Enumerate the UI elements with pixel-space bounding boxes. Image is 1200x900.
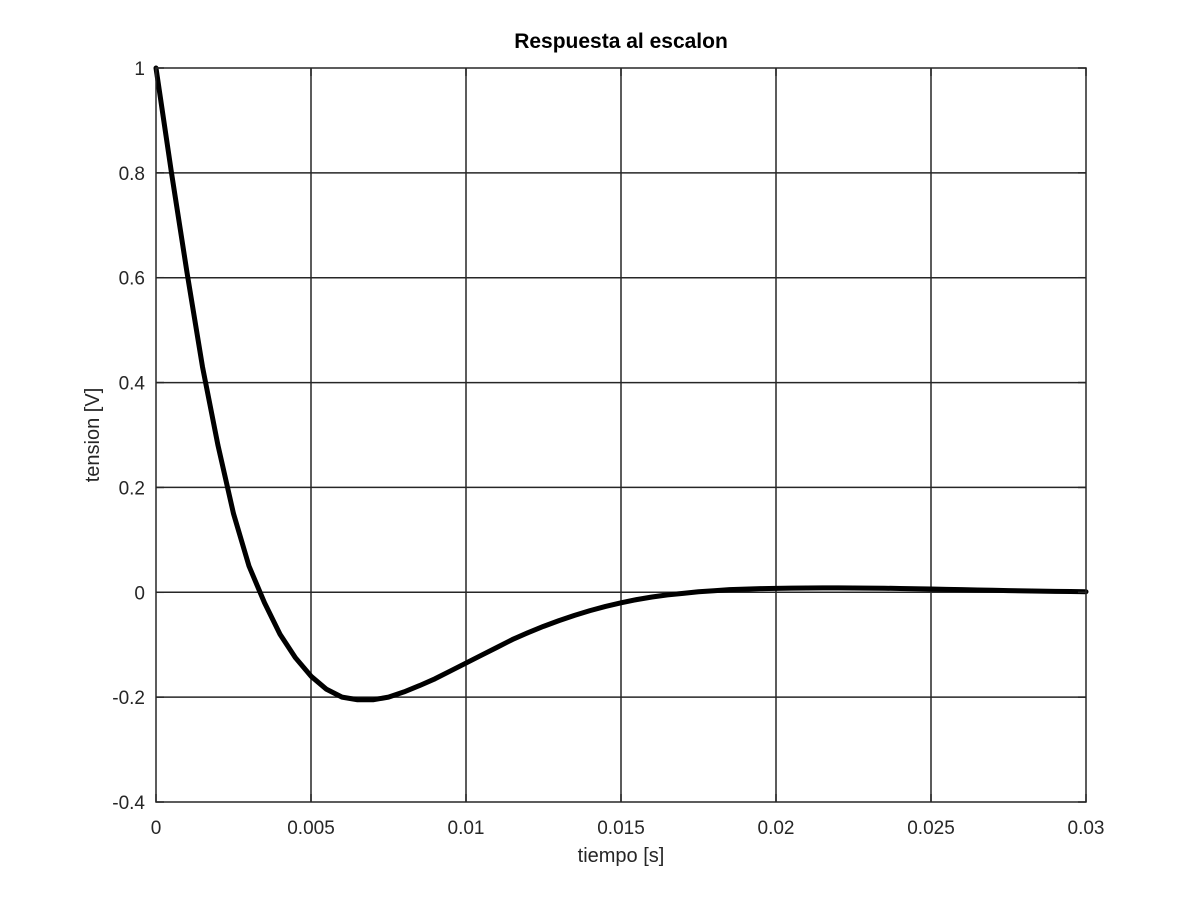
y-tick-label: 1 — [134, 59, 145, 80]
x-tick-label: 0 — [151, 818, 162, 839]
x-tick-label: 0.01 — [448, 818, 485, 839]
x-axis-label: tiempo [s] — [578, 845, 665, 867]
y-tick-label: 0.4 — [119, 374, 146, 395]
x-tick-label: 0.02 — [758, 818, 795, 839]
series-group — [153, 65, 1089, 703]
x-tick-label: 0.025 — [907, 818, 955, 839]
chart-title: Respuesta al escalon — [514, 30, 728, 53]
y-tick-label: -0.4 — [112, 793, 145, 814]
series-line — [153, 65, 1089, 703]
y-tick-label: 0 — [134, 583, 145, 604]
grid — [156, 68, 1086, 802]
x-tick-label: 0.005 — [287, 818, 335, 839]
y-tick-labels: -0.4 -0.2 0 0.2 0.4 0.6 0.8 1 — [112, 59, 145, 814]
y-tick-label: 0.8 — [119, 164, 145, 185]
x-tick-label: 0.03 — [1068, 818, 1105, 839]
y-tick-label: 0.6 — [119, 269, 145, 290]
y-axis-label: tension [V] — [82, 388, 104, 483]
x-tick-label: 0.015 — [597, 818, 645, 839]
y-tick-label: 0.2 — [119, 478, 145, 499]
x-tick-labels: 0 0.005 0.01 0.015 0.02 0.025 0.03 — [151, 818, 1105, 839]
ticks — [155, 67, 1087, 803]
y-tick-label: -0.2 — [112, 688, 145, 709]
